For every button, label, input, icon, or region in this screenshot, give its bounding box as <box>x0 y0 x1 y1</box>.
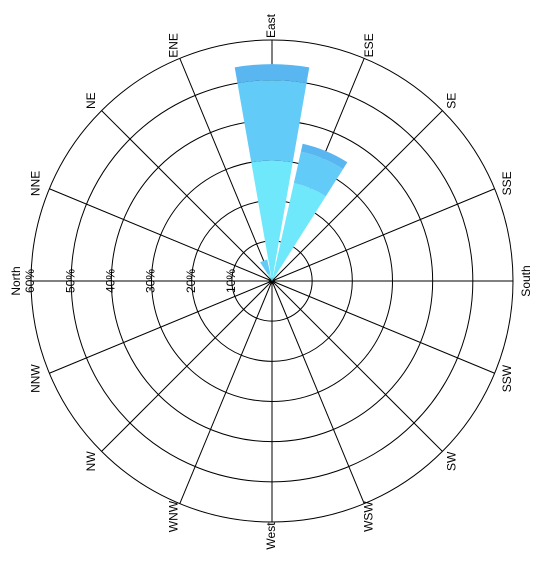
bar-segment-east <box>251 160 293 281</box>
direction-label: WSW <box>362 501 376 532</box>
direction-label: WNW <box>167 500 181 532</box>
direction-label: SW <box>444 451 458 471</box>
direction-labels: North NNE NE ENE East ESE SE SSE South SSW SW WSW We… <box>9 13 533 549</box>
direction-label: SSW <box>500 364 514 392</box>
bar-segment-east <box>234 64 310 84</box>
grid-spoke <box>49 280 273 374</box>
direction-label: South <box>519 265 533 296</box>
wind-bars <box>234 64 348 281</box>
direction-label: NW <box>84 451 98 472</box>
bar-segment-east <box>237 80 307 163</box>
radial-tick-label: 40% <box>104 269 118 293</box>
direction-label: ESE <box>362 33 376 57</box>
direction-label: NNE <box>29 171 43 196</box>
direction-label: West <box>264 522 278 550</box>
bar-segment-ese <box>272 183 326 281</box>
radial-tick-label: 30% <box>144 269 158 293</box>
radial-tick-labels: 10% 20% 30% 40% 50% 60% <box>23 269 238 293</box>
grid-spoke <box>179 58 273 282</box>
bar-segment-ene <box>260 259 271 275</box>
grid-spoke <box>101 110 273 282</box>
bar-segment-ene <box>267 273 272 281</box>
radial-tick-label: 50% <box>63 269 77 293</box>
grid-spoke <box>271 188 495 282</box>
grid-spoke <box>271 280 495 374</box>
direction-label: SE <box>444 93 458 109</box>
grid-spoke <box>49 188 273 282</box>
grid-spoke <box>271 280 443 452</box>
direction-label: NNW <box>29 364 43 393</box>
grid-spoke <box>271 110 443 282</box>
radial-tick-label: 60% <box>23 269 37 293</box>
direction-label: North <box>9 266 23 295</box>
radial-tick-label: 20% <box>184 269 198 293</box>
grid-spoke <box>101 280 273 452</box>
direction-label: NE <box>84 92 98 109</box>
direction-label: East <box>264 13 278 38</box>
direction-label: SSE <box>500 171 514 195</box>
bar-segment-ese <box>293 151 344 197</box>
radial-tick-label: 10% <box>224 269 238 293</box>
grid-spoke <box>179 280 273 504</box>
direction-label: ENE <box>167 33 181 58</box>
bar-segment-ese <box>300 143 348 170</box>
grid-spoke <box>271 280 365 504</box>
